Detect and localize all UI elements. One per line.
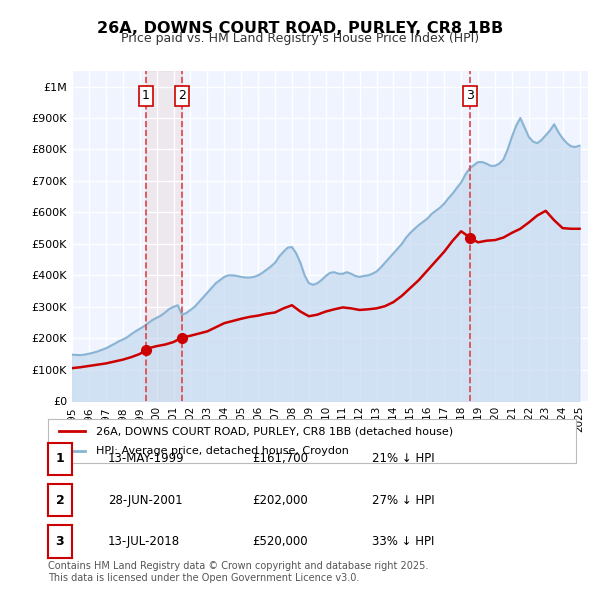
Text: 28-JUN-2001: 28-JUN-2001 <box>108 493 182 507</box>
Text: 1: 1 <box>56 452 64 466</box>
Text: 26A, DOWNS COURT ROAD, PURLEY, CR8 1BB (detached house): 26A, DOWNS COURT ROAD, PURLEY, CR8 1BB (… <box>95 427 452 436</box>
Text: 26A, DOWNS COURT ROAD, PURLEY, CR8 1BB: 26A, DOWNS COURT ROAD, PURLEY, CR8 1BB <box>97 21 503 35</box>
Text: £202,000: £202,000 <box>252 493 308 507</box>
Text: HPI: Average price, detached house, Croydon: HPI: Average price, detached house, Croy… <box>95 446 349 455</box>
Text: 13-JUL-2018: 13-JUL-2018 <box>108 535 180 548</box>
Text: 3: 3 <box>56 535 64 548</box>
Text: £161,700: £161,700 <box>252 452 308 466</box>
Text: Price paid vs. HM Land Registry's House Price Index (HPI): Price paid vs. HM Land Registry's House … <box>121 32 479 45</box>
Text: Contains HM Land Registry data © Crown copyright and database right 2025.
This d: Contains HM Land Registry data © Crown c… <box>48 561 428 583</box>
Bar <box>146 71 182 401</box>
Text: 3: 3 <box>466 90 474 103</box>
Text: 2: 2 <box>56 493 64 507</box>
Text: 2: 2 <box>178 90 186 103</box>
Text: 13-MAY-1999: 13-MAY-1999 <box>108 452 185 466</box>
Text: 33% ↓ HPI: 33% ↓ HPI <box>372 535 434 548</box>
Text: £520,000: £520,000 <box>252 535 308 548</box>
Text: 1: 1 <box>142 90 150 103</box>
Text: 27% ↓ HPI: 27% ↓ HPI <box>372 493 434 507</box>
Text: 21% ↓ HPI: 21% ↓ HPI <box>372 452 434 466</box>
